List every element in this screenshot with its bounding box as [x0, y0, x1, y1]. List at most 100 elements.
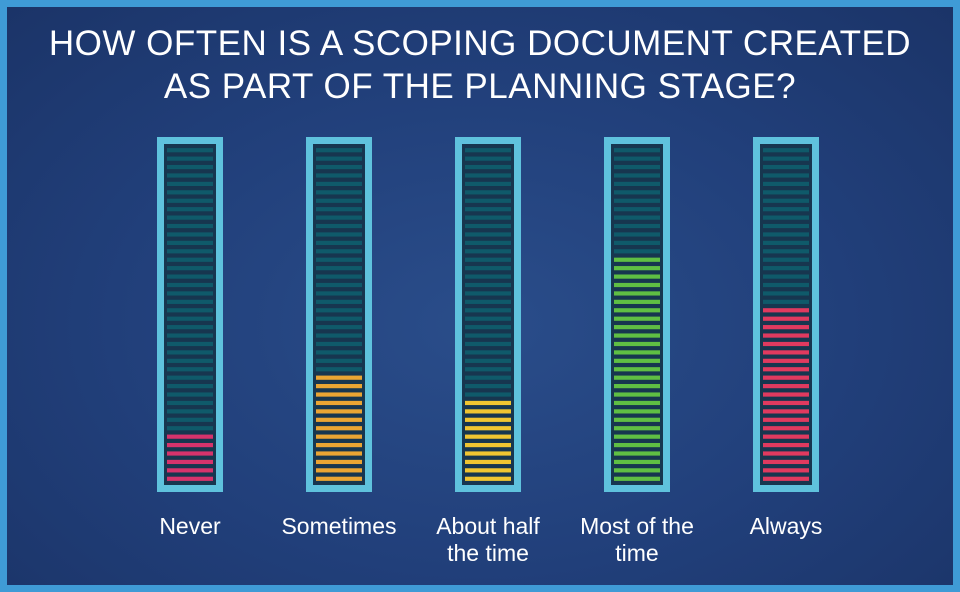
- empty-segment: [465, 392, 511, 397]
- empty-segment: [465, 198, 511, 203]
- empty-segment: [465, 325, 511, 330]
- empty-segment: [167, 400, 213, 406]
- empty-segment: [316, 156, 362, 161]
- empty-segment: [614, 148, 660, 153]
- empty-segment: [763, 299, 809, 304]
- empty-segment: [316, 164, 362, 170]
- filled-segment: [763, 367, 809, 372]
- filled-segment: [465, 409, 511, 414]
- empty-segment: [465, 257, 511, 262]
- empty-segment: [614, 181, 660, 187]
- empty-segment: [465, 282, 511, 288]
- filled-segment: [465, 451, 511, 456]
- empty-segment: [763, 156, 809, 161]
- filled-segment: [614, 367, 660, 372]
- empty-segment: [465, 181, 511, 187]
- filled-segment: [316, 384, 362, 389]
- empty-segment: [614, 207, 660, 212]
- empty-segment: [465, 299, 511, 304]
- empty-segment: [167, 249, 213, 254]
- empty-segment: [763, 207, 809, 212]
- empty-segment: [316, 325, 362, 330]
- empty-segment: [465, 156, 511, 161]
- empty-segment: [614, 240, 660, 245]
- empty-segment: [763, 249, 809, 254]
- chart-title-line-1: HOW OFTEN IS A SCOPING DOCUMENT CREATED: [48, 24, 912, 63]
- category-label: Never: [159, 513, 221, 539]
- empty-segment: [763, 190, 809, 195]
- filled-segment: [763, 316, 809, 321]
- gauge-bar-2: Sometimes: [281, 137, 397, 539]
- empty-segment: [167, 190, 213, 195]
- empty-segment: [465, 308, 511, 313]
- filled-segment: [316, 442, 362, 448]
- empty-segment: [763, 181, 809, 187]
- empty-segment: [167, 358, 213, 363]
- empty-segment: [465, 316, 511, 321]
- empty-segment: [465, 215, 511, 220]
- filled-segment: [614, 350, 660, 355]
- empty-segment: [167, 266, 213, 271]
- empty-segment: [763, 215, 809, 220]
- empty-segment: [167, 384, 213, 389]
- empty-segment: [167, 299, 213, 304]
- empty-segment: [167, 417, 213, 422]
- filled-segment: [465, 468, 511, 473]
- empty-segment: [465, 148, 511, 153]
- empty-segment: [465, 367, 511, 372]
- empty-segment: [465, 173, 511, 178]
- filled-segment: [763, 409, 809, 414]
- filled-segment: [465, 426, 511, 431]
- filled-segment: [763, 442, 809, 448]
- filled-segment: [614, 299, 660, 304]
- filled-segment: [614, 417, 660, 422]
- empty-segment: [316, 207, 362, 212]
- filled-segment: [614, 476, 660, 481]
- chart-title-line-2: AS PART OF THE PLANNING STAGE?: [163, 67, 797, 106]
- empty-segment: [763, 257, 809, 262]
- empty-segment: [167, 223, 213, 229]
- category-label: Most of the time: [580, 513, 694, 566]
- filled-segment: [465, 442, 511, 448]
- empty-segment: [316, 358, 362, 363]
- empty-segment: [465, 240, 511, 245]
- empty-segment: [167, 282, 213, 288]
- gauge-frame: [455, 137, 521, 492]
- gauge-frame: [306, 137, 372, 492]
- filled-segment: [614, 459, 660, 465]
- empty-segment: [763, 198, 809, 203]
- empty-segment: [316, 232, 362, 237]
- empty-segment: [763, 266, 809, 271]
- filled-segment: [763, 350, 809, 355]
- empty-segment: [763, 164, 809, 170]
- empty-segment: [465, 375, 511, 380]
- filled-segment: [614, 400, 660, 406]
- gauge-frame: [157, 137, 223, 492]
- filled-segment: [763, 341, 809, 347]
- empty-segment: [316, 291, 362, 296]
- filled-segment: [316, 409, 362, 414]
- empty-segment: [167, 350, 213, 355]
- filled-segment: [614, 468, 660, 473]
- empty-segment: [167, 308, 213, 313]
- empty-segment: [465, 207, 511, 212]
- filled-segment: [763, 375, 809, 380]
- filled-segment: [763, 325, 809, 330]
- empty-segment: [167, 232, 213, 237]
- category-label-line: Sometimes: [281, 513, 396, 539]
- empty-segment: [316, 249, 362, 254]
- empty-segment: [167, 333, 213, 338]
- empty-segment: [465, 333, 511, 338]
- empty-segment: [763, 274, 809, 279]
- filled-segment: [614, 358, 660, 363]
- gauge-bar-4: Most of the time: [580, 137, 694, 566]
- empty-segment: [614, 173, 660, 178]
- empty-segment: [465, 223, 511, 229]
- category-label: About half the time: [436, 513, 540, 566]
- filled-segment: [316, 468, 362, 473]
- empty-segment: [316, 367, 362, 372]
- filled-segment: [763, 384, 809, 389]
- filled-segment: [614, 291, 660, 296]
- category-label-line: Always: [750, 513, 823, 539]
- filled-segment: [316, 476, 362, 481]
